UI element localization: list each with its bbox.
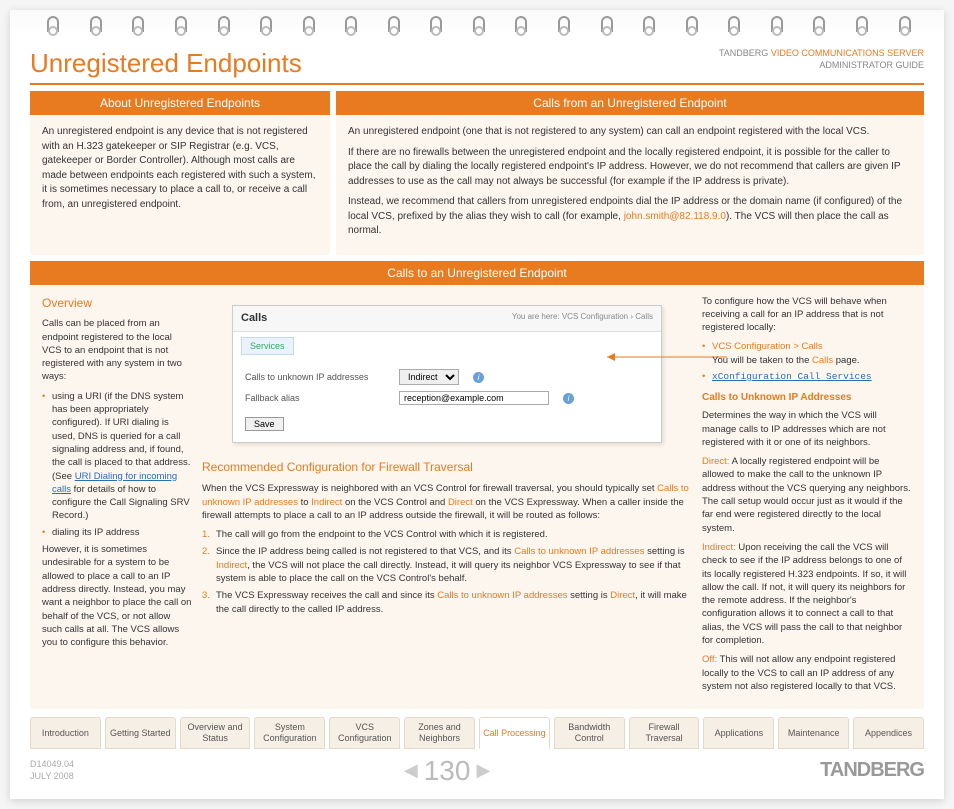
calls-to-heading: Calls to an Unregistered Endpoint bbox=[30, 261, 924, 285]
header-meta: TANDBERG VIDEO COMMUNICATIONS SERVER ADM… bbox=[719, 48, 924, 71]
xconfig-link[interactable]: xConfiguration Call Services bbox=[712, 371, 872, 382]
nav-tab[interactable]: Maintenance bbox=[778, 717, 849, 749]
nav-tab[interactable]: Appendices bbox=[853, 717, 924, 749]
spiral-binding bbox=[10, 10, 944, 38]
calls-from-panel: Calls from an Unregistered Endpoint An u… bbox=[336, 91, 924, 255]
info-icon[interactable]: i bbox=[473, 372, 484, 383]
middle-column: Calls You are here: VCS Configuration › … bbox=[202, 295, 692, 700]
overview-column: Overview Calls can be placed from an end… bbox=[42, 295, 192, 700]
fallback-alias-input[interactable] bbox=[399, 391, 549, 405]
services-tab[interactable]: Services bbox=[241, 337, 294, 356]
nav-tab[interactable]: Introduction bbox=[30, 717, 101, 749]
about-panel: About Unregistered Endpoints An unregist… bbox=[30, 91, 330, 255]
info-icon[interactable]: i bbox=[563, 393, 574, 404]
calls-from-heading: Calls from an Unregistered Endpoint bbox=[336, 91, 924, 115]
calls-to-panel: Calls to an Unregistered Endpoint Overvi… bbox=[30, 261, 924, 710]
calls-page-link[interactable]: Calls bbox=[812, 355, 833, 366]
nav-tab[interactable]: Firewall Traversal bbox=[629, 717, 700, 749]
brand-logo: TANDBERG bbox=[820, 759, 924, 782]
right-column: To configure how the VCS will behave whe… bbox=[702, 295, 912, 700]
unknown-ip-select[interactable]: Indirect bbox=[399, 369, 459, 385]
prev-arrow-icon[interactable]: ◀ bbox=[404, 760, 418, 781]
page-title: Unregistered Endpoints bbox=[30, 48, 302, 79]
nav-tab[interactable]: VCS Configuration bbox=[329, 717, 400, 749]
config-screenshot: Calls You are here: VCS Configuration › … bbox=[232, 305, 662, 444]
nav-tab[interactable]: System Configuration bbox=[254, 717, 325, 749]
nav-tab[interactable]: Applications bbox=[703, 717, 774, 749]
nav-tab[interactable]: Call Processing bbox=[479, 717, 550, 749]
next-arrow-icon[interactable]: ▶ bbox=[476, 760, 490, 781]
nav-tabs: IntroductionGetting StartedOverview and … bbox=[10, 717, 944, 749]
nav-tab[interactable]: Overview and Status bbox=[180, 717, 251, 749]
about-heading: About Unregistered Endpoints bbox=[30, 91, 330, 115]
nav-tab[interactable]: Getting Started bbox=[105, 717, 176, 749]
doc-info: D14049.04JULY 2008 bbox=[30, 759, 74, 782]
save-button[interactable]: Save bbox=[245, 417, 284, 431]
nav-tab[interactable]: Bandwidth Control bbox=[554, 717, 625, 749]
nav-tab[interactable]: Zones and Neighbors bbox=[404, 717, 475, 749]
page-number: ◀ 130 ▶ bbox=[404, 755, 490, 787]
example-link[interactable]: john.smith@82.118.9.0 bbox=[624, 211, 726, 222]
